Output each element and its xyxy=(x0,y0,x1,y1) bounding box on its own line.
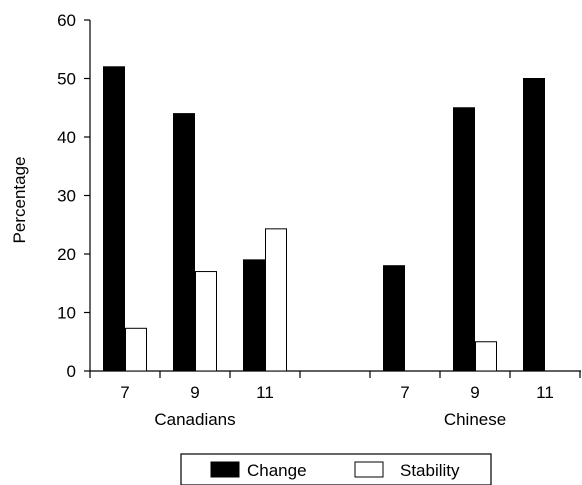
x-tick-label: 9 xyxy=(470,383,479,402)
bar-stability-chinese-9 xyxy=(475,341,497,372)
bar-change-canadians-11 xyxy=(243,259,265,372)
y-tick-label: 40 xyxy=(57,128,76,147)
x-tick-label: 9 xyxy=(190,383,199,402)
y-tick-label: 0 xyxy=(67,362,76,381)
legend: Change Stability xyxy=(180,453,492,485)
legend-label-change: Change xyxy=(247,461,307,480)
y-tick-label: 20 xyxy=(57,245,76,264)
legend-label-stability: Stability xyxy=(400,461,460,480)
bar-change-chinese-7 xyxy=(383,265,405,372)
x-tick-label: 11 xyxy=(536,383,554,402)
x-tick-label: 7 xyxy=(120,383,129,402)
group-label-chinese: Chinese xyxy=(444,410,506,429)
bar-change-canadians-9 xyxy=(173,113,195,372)
bar-stability-canadians-7 xyxy=(125,327,147,372)
bar-stability-canadians-11 xyxy=(265,228,287,372)
bar-change-canadians-7 xyxy=(103,66,125,372)
bar-change-chinese-9 xyxy=(453,107,475,372)
group-labels: Canadians Chinese xyxy=(154,410,506,429)
x-axis: 7 9 11 7 9 11 xyxy=(89,370,581,402)
x-tick-label: 11 xyxy=(256,383,274,402)
bars xyxy=(103,66,545,372)
y-axis-title: Percentage xyxy=(10,157,29,244)
y-tick-label: 50 xyxy=(57,70,76,89)
legend-swatch-stability xyxy=(354,461,384,478)
y-tick-label: 10 xyxy=(57,304,76,323)
y-axis: 0 10 20 30 40 50 60 xyxy=(57,11,91,381)
y-tick-label: 60 xyxy=(57,11,76,30)
legend-swatch-change xyxy=(210,461,240,478)
group-label-canadians: Canadians xyxy=(154,410,235,429)
bar-stability-canadians-9 xyxy=(195,271,217,372)
y-tick-label: 30 xyxy=(57,187,76,206)
x-tick-label: 7 xyxy=(400,383,409,402)
bar-change-chinese-11 xyxy=(523,78,545,372)
